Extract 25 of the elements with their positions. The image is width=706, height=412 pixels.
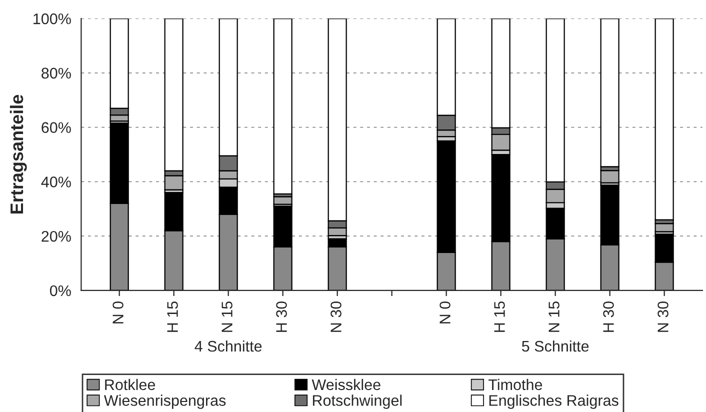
x-tick-label: H 15 <box>494 302 505 332</box>
x-tick-label: N 30 <box>658 301 668 332</box>
y-tick-label: 80% <box>42 68 71 79</box>
legend-label: Wiesenrispengras <box>104 394 226 409</box>
y-axis-title: Ertragsanteile <box>10 94 27 214</box>
text: 4 Schnitte <box>194 340 262 352</box>
x-tick-label: H 30 <box>276 301 287 332</box>
legend-label: Weissklee <box>312 378 380 390</box>
x-tick-label: N 0 <box>112 301 124 324</box>
text: 5 Schnitte <box>522 340 589 352</box>
y-tick-label: 20% <box>42 230 71 242</box>
x-tick-label: N 0 <box>440 301 450 324</box>
x-tick-label: H 30 <box>603 301 614 332</box>
y-tick-label: 40% <box>41 176 71 188</box>
x-tick-label: N 15 <box>222 302 232 332</box>
y-tick-label: 100% <box>34 13 71 24</box>
legend-label: Timothe <box>488 378 542 390</box>
y-tick-label: 60% <box>42 122 71 133</box>
legend-label: Rotklee <box>105 378 156 390</box>
x-tick-label: N 30 <box>330 301 342 332</box>
legend-label: Rotschwingel <box>312 394 402 409</box>
x-tick-label: N 15 <box>548 302 560 332</box>
legend-label: Englisches Raigras <box>489 394 618 409</box>
x-tick-label: H 15 <box>167 302 178 332</box>
y-tick-label: 0% <box>50 285 71 296</box>
